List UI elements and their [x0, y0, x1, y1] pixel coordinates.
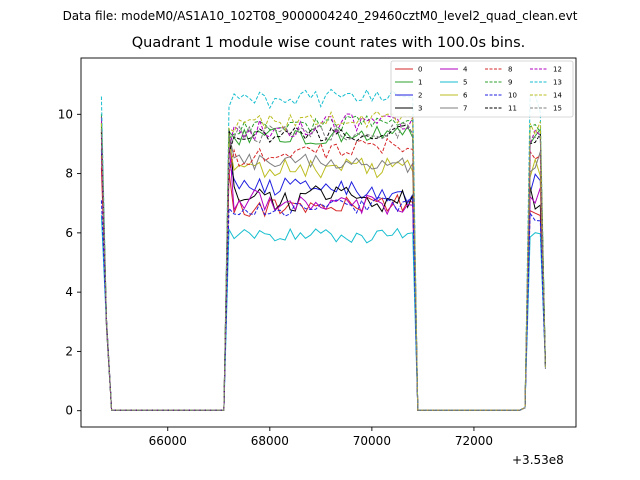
legend-label-9: 9 [508, 79, 512, 87]
y-tick-label: 0 [65, 404, 73, 418]
series-line-5 [100, 215, 546, 411]
legend-label-7: 7 [463, 105, 467, 113]
y-tick-label: 2 [65, 344, 73, 358]
x-tick-label: 72000 [455, 434, 493, 448]
legend-box [390, 60, 574, 118]
series-line-10 [100, 197, 546, 411]
series-line-12 [100, 113, 546, 411]
data-file-title: Data file: modeM0/AS1A10_102T08_90000042… [62, 9, 578, 23]
series-line-4 [100, 117, 546, 411]
legend-label-0: 0 [418, 66, 422, 74]
legend-label-1: 1 [418, 79, 422, 87]
series-line-15 [100, 122, 546, 411]
plot-frame [80, 57, 577, 428]
x-axis-offset-label: +3.53e8 [512, 453, 564, 467]
legend-label-6: 6 [463, 92, 468, 100]
legend-label-13: 13 [553, 79, 562, 87]
y-tick-label: 8 [65, 167, 73, 181]
series-line-14 [100, 110, 546, 411]
legend-label-2: 2 [418, 92, 422, 100]
legend-label-3: 3 [418, 105, 422, 113]
legend-label-12: 12 [553, 66, 562, 74]
legend-label-15: 15 [553, 105, 562, 113]
series-lines [100, 88, 546, 411]
chart-title: Quadrant 1 module wise count rates with … [131, 35, 526, 51]
x-tick-label: 68000 [251, 434, 289, 448]
series-line-9 [100, 114, 546, 411]
x-tick-label: 70000 [353, 434, 391, 448]
y-tick-label: 4 [65, 285, 73, 299]
legend-label-8: 8 [508, 66, 512, 74]
y-tick-label: 10 [58, 107, 73, 121]
series-line-8 [100, 137, 546, 411]
legend-label-4: 4 [463, 66, 468, 74]
legend-label-5: 5 [463, 79, 467, 87]
y-tick-label: 6 [65, 226, 73, 240]
legend-label-14: 14 [553, 92, 562, 100]
series-line-6 [100, 132, 546, 411]
series-line-1 [100, 114, 546, 411]
legend-label-10: 10 [508, 92, 517, 100]
legend-label-11: 11 [508, 105, 517, 113]
series-line-3 [100, 123, 546, 411]
series-line-11 [100, 124, 546, 411]
series-line-13 [100, 88, 546, 411]
x-tick-label: 66000 [149, 434, 187, 448]
series-line-2 [100, 149, 546, 411]
series-line-0 [100, 167, 546, 411]
